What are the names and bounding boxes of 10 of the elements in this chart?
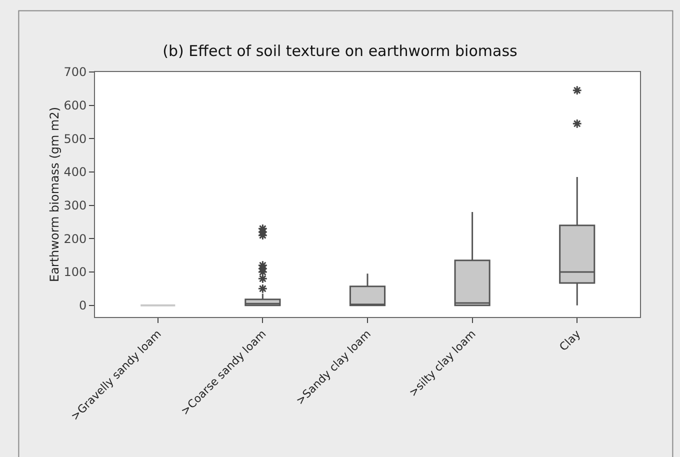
y-tick-label: 100 <box>64 265 87 280</box>
y-tick-label: 200 <box>64 232 87 246</box>
y-tick-label: 300 <box>64 198 87 213</box>
chart-title: (b) Effect of soil texture on earthworm biomass <box>162 42 518 60</box>
y-axis-title: Earthworm biomass (gm m2) <box>48 106 62 282</box>
y-tick-label: 700 <box>64 65 87 80</box>
y-tick-label: 500 <box>64 132 87 146</box>
y-tick-label: 0 <box>78 298 87 313</box>
y-tick-label: 600 <box>64 98 87 113</box>
y-tick-label: 400 <box>64 165 87 180</box>
